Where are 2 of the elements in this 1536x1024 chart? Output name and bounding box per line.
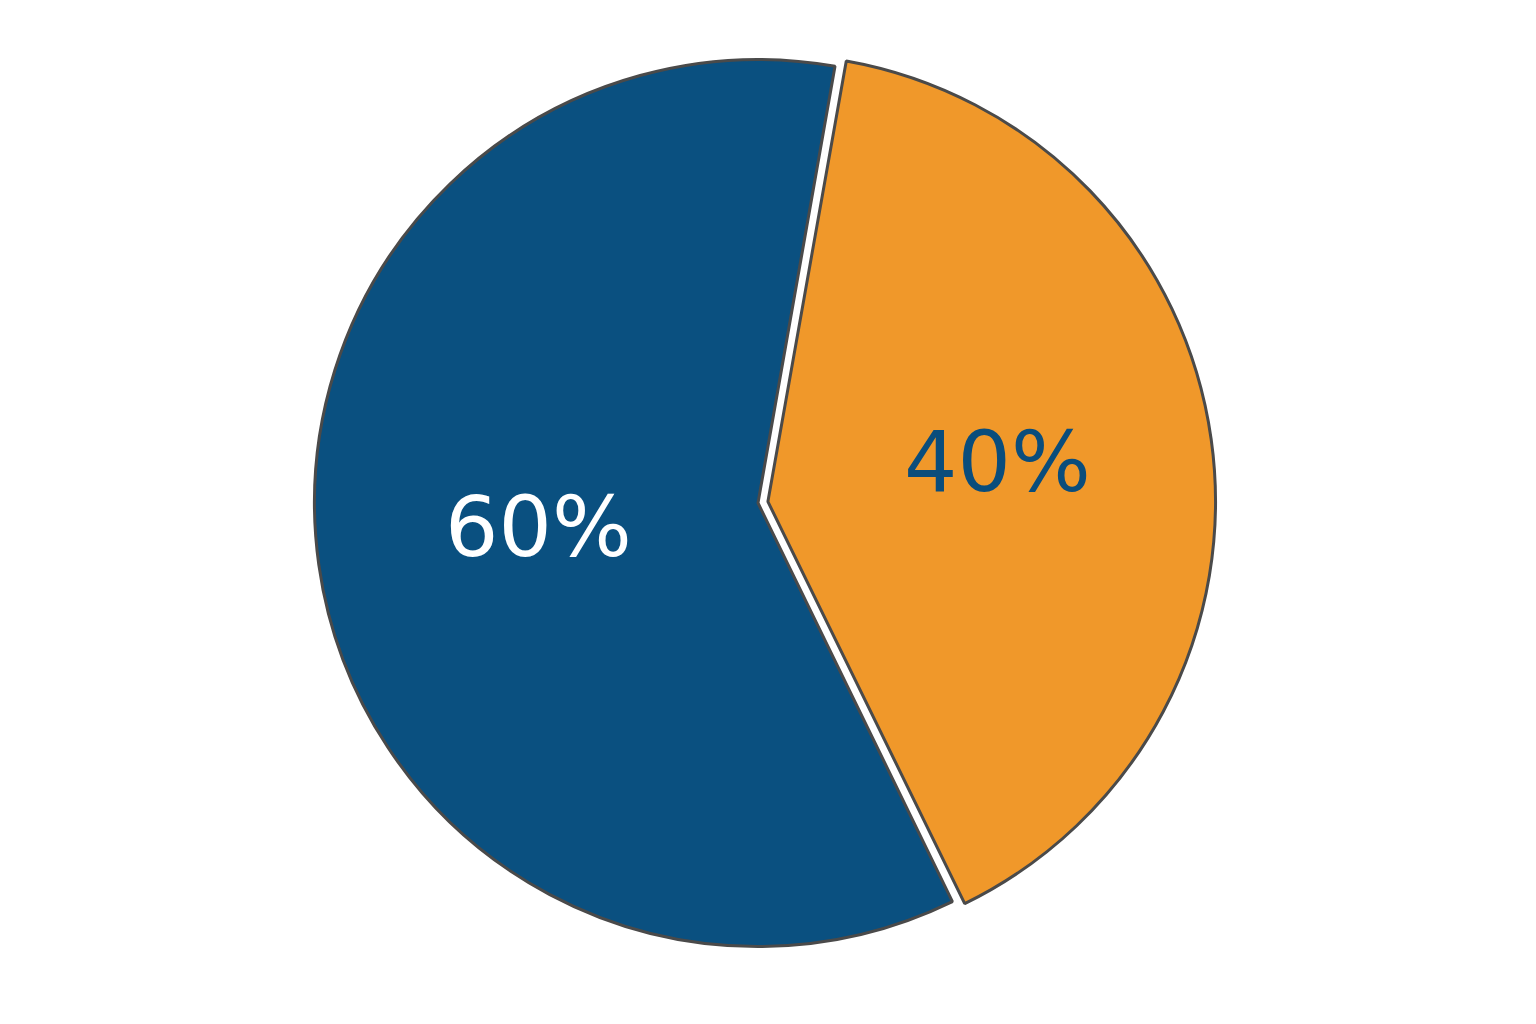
data-label: 60% [445,477,632,576]
data-label: 40% [904,413,1091,512]
